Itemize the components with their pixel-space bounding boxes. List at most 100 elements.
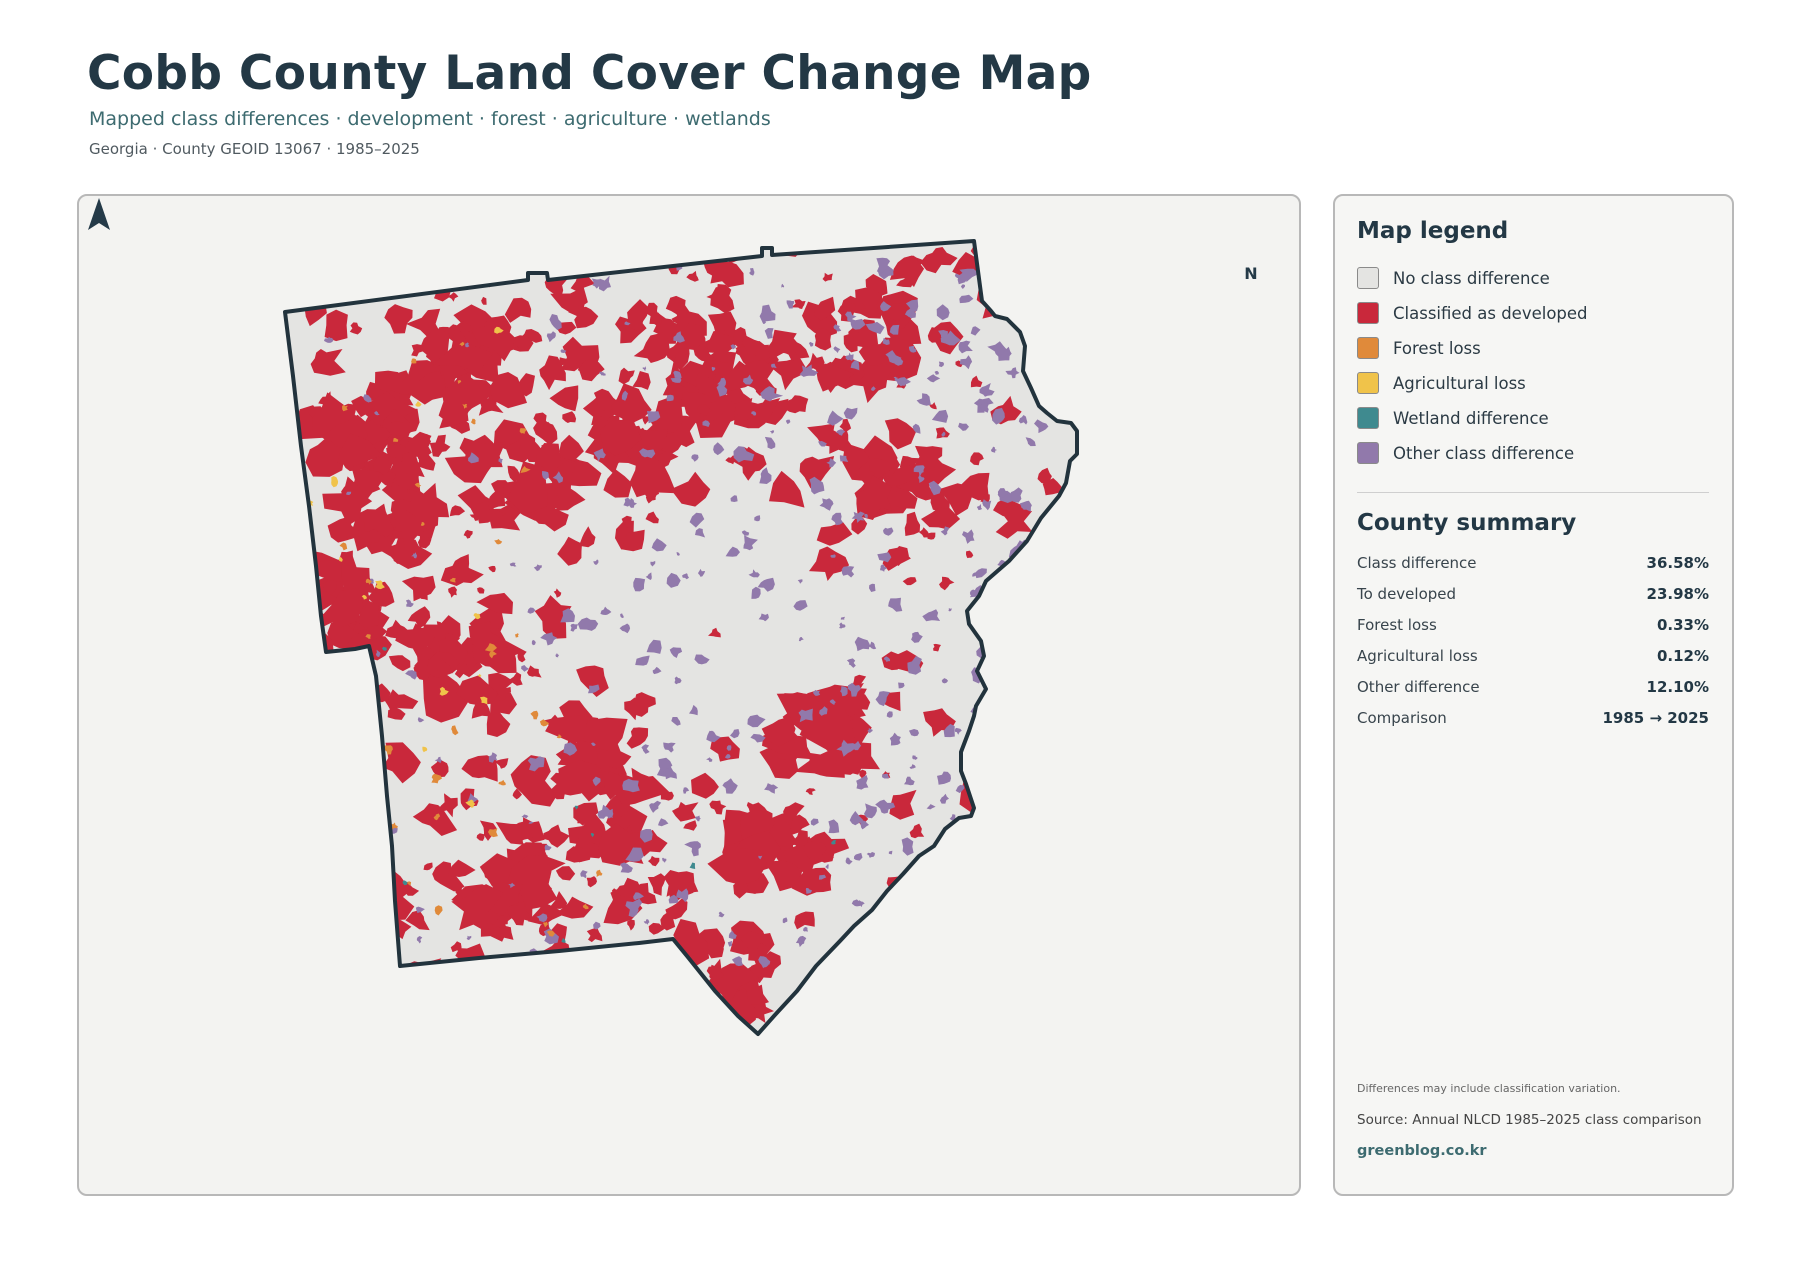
other-difference-patch [966,744,980,755]
developed-patch [1069,711,1077,721]
legend-swatch [1357,372,1379,394]
other-difference-patch [1038,381,1047,393]
developed-patch [794,750,845,778]
other-difference-patch [972,572,977,577]
developed-patch [1023,258,1058,290]
developed-patch [382,742,421,784]
developed-patch [531,1005,558,1026]
developed-patch [644,954,663,973]
developed-patch [448,586,457,598]
legend-item-developed: Classified as developed [1357,301,1588,325]
other-difference-patch [695,528,706,538]
other-difference-patch [954,727,962,735]
page-subtitle: Mapped class differences · development ·… [89,108,771,130]
other-difference-patch [904,309,912,318]
other-difference-patch [795,935,807,948]
developed-patch [468,974,494,986]
developed-patch [534,595,572,639]
developed-patch [477,258,489,271]
other-difference-patch [831,512,843,526]
developed-patch [434,253,459,284]
other-difference-patch [759,304,776,322]
legend-panel: Map legend No class difference Classifie… [1333,194,1734,1196]
developed-patch [813,296,836,321]
site-link[interactable]: greenblog.co.kr [1357,1143,1487,1159]
other-difference-patch [911,631,923,643]
other-difference-patch [669,647,683,658]
developed-patch [548,891,568,909]
developed-patch [294,659,328,699]
other-difference-patch [888,903,907,918]
other-difference-patch [983,951,990,958]
forest-loss-patch [494,539,503,545]
other-difference-patch [633,577,646,592]
other-difference-patch [698,568,706,577]
developed-patch [303,803,328,823]
other-difference-patch [780,283,785,288]
developed-patch [373,918,389,932]
developed-patch [463,792,473,801]
north-arrow-icon [88,198,110,230]
developed-patch [386,443,413,462]
other-difference-patch [987,630,1001,643]
other-difference-patch [981,880,992,891]
developed-patch [926,532,936,540]
developed-patch [648,922,665,935]
developed-patch [456,675,499,706]
other-difference-patch [764,436,776,450]
other-difference-patch [991,446,997,453]
other-difference-patch [871,386,876,391]
developed-patch [290,869,315,889]
developed-patch [422,670,471,723]
developed-patch [313,709,342,737]
other-difference-patch [985,671,998,686]
other-difference-patch [670,376,682,383]
developed-patch [477,587,485,594]
other-difference-patch [730,344,737,350]
developed-patch [430,758,449,778]
developed-patch [615,520,634,550]
other-difference-patch [785,419,791,425]
other-difference-patch [600,606,612,615]
map-panel[interactable]: N [77,194,1301,1196]
other-difference-patch [856,775,869,790]
other-difference-patch [580,870,588,879]
developed-patch [633,971,648,985]
other-difference-patch [607,808,614,819]
developed-patch [418,450,436,471]
other-difference-patch [328,1003,332,1007]
developed-patch [995,504,1033,539]
other-difference-patch [909,932,921,947]
other-difference-patch [912,423,921,434]
wetland-difference-patch [689,862,696,869]
developed-patch [676,1007,715,1034]
forest-loss-patch [596,869,603,877]
other-difference-patch [1029,567,1035,572]
other-difference-patch [531,639,536,646]
developed-patch [637,241,644,242]
other-difference-patch [985,946,995,955]
developed-patch [468,1008,512,1034]
developed-patch [337,433,382,467]
developed-patch [734,398,753,422]
other-difference-patch [639,829,653,843]
developed-patch [316,1019,336,1031]
developed-patch [290,743,310,762]
other-difference-patch [1029,771,1045,782]
other-difference-patch [625,953,638,964]
legend-title: Map legend [1357,218,1509,244]
developed-patch [296,831,332,865]
developed-patch [289,573,311,587]
other-difference-patch [1038,600,1051,611]
other-difference-patch [326,905,335,914]
other-difference-patch [826,458,837,468]
developed-patch [507,465,520,483]
developed-patch [285,753,295,788]
developed-patch [611,888,621,896]
developed-patch [790,814,810,835]
developed-patch [422,998,451,1028]
other-difference-patch [682,573,689,580]
other-difference-patch [673,331,685,343]
forest-loss-patch [519,428,527,434]
county-map[interactable] [79,196,1301,1196]
